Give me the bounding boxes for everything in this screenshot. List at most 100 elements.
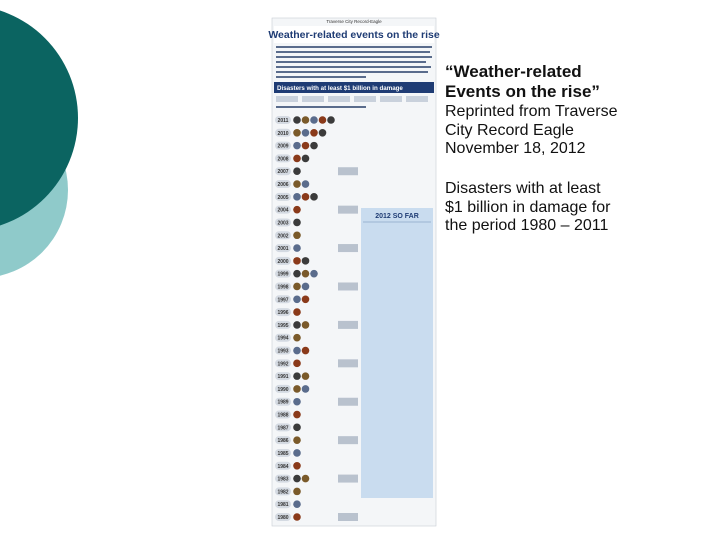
- year-pill: [275, 320, 291, 329]
- event-icon: [293, 295, 301, 304]
- annotation-lines: [338, 513, 358, 521]
- year-pill: [275, 180, 291, 189]
- year-label: 1990: [277, 387, 288, 393]
- event-icon: [293, 218, 301, 227]
- title-band: [274, 26, 434, 43]
- year-pill: [275, 269, 291, 278]
- year-label: 1985: [277, 451, 288, 457]
- year-label: 1991: [277, 374, 288, 380]
- infographic: Traverse City Record-Eagle Weather-relat…: [268, 17, 440, 527]
- annotation-lines: [338, 167, 358, 176]
- annotation-lines: [338, 205, 358, 214]
- event-icon: [301, 193, 310, 201]
- year-label: 2011: [278, 118, 289, 124]
- event-icon: [293, 282, 301, 291]
- event-icon: [310, 141, 318, 150]
- year-label: 2001: [277, 246, 288, 252]
- annotation-lines: [338, 320, 358, 329]
- infographic-subtitle: Disasters with at least $1 billion in da…: [277, 85, 403, 92]
- year-label: 2000: [277, 259, 288, 265]
- event-icon: [293, 359, 301, 368]
- annotation-lines: [338, 474, 358, 483]
- annotation-lines: [338, 436, 358, 445]
- event-icon: [310, 269, 318, 278]
- event-icon: [293, 141, 301, 150]
- annotation-lines: [338, 397, 358, 406]
- year-pill: [275, 423, 291, 432]
- year-pill: [275, 384, 291, 393]
- event-icon: [293, 116, 301, 124]
- year-label: 1992: [277, 361, 288, 367]
- year-pill: [275, 218, 291, 227]
- intro-lines: [276, 46, 432, 78]
- event-icon: [293, 154, 301, 163]
- event-icon: [293, 436, 301, 444]
- year-label: 1995: [277, 323, 288, 329]
- year-label: 1996: [277, 310, 288, 316]
- year-pill: [275, 372, 291, 381]
- year-label: 1986: [277, 438, 288, 444]
- year-label: 2007: [277, 169, 288, 175]
- event-icon: [293, 231, 301, 240]
- year-label: 1988: [277, 413, 288, 419]
- source-line: Reprinted from Traverse: [445, 103, 618, 120]
- infographic-title: Weather-related events on the rise: [268, 29, 440, 41]
- year-pill: [275, 346, 291, 355]
- year-pill: [275, 333, 291, 342]
- event-icon: [301, 474, 310, 483]
- event-icon: [293, 410, 301, 419]
- year-label: 2006: [277, 182, 288, 188]
- annotation-lines: [338, 282, 358, 291]
- event-icon: [293, 487, 301, 496]
- year-pill: [275, 410, 291, 419]
- year-pill: [275, 282, 291, 291]
- year-pill: [275, 231, 291, 240]
- year-label: 2010: [277, 131, 288, 137]
- year-pill: [275, 513, 291, 521]
- event-icon: [327, 116, 335, 124]
- year-pill: [275, 244, 291, 253]
- event-icon: [293, 333, 301, 342]
- year-label: 1999: [277, 272, 288, 278]
- event-icon: [293, 244, 301, 252]
- year-pill: [275, 436, 291, 445]
- event-icon: [293, 167, 301, 176]
- year-label: 1987: [277, 425, 288, 431]
- event-icon: [293, 269, 301, 278]
- title-line: Events on the rise”: [445, 82, 600, 101]
- event-icon: [301, 372, 310, 380]
- year-label: 2005: [277, 195, 288, 201]
- event-icon: [301, 321, 310, 329]
- year-label: 1993: [277, 349, 288, 355]
- event-icon: [301, 385, 310, 393]
- event-icon: [293, 397, 301, 406]
- event-icon: [293, 423, 301, 432]
- source-line: City Record Eagle: [445, 121, 574, 139]
- event-icon: [293, 321, 301, 329]
- year-pill: [275, 128, 291, 137]
- event-icon: [293, 129, 301, 137]
- year-pill: [275, 474, 291, 483]
- event-icon: [293, 205, 301, 214]
- infographic-credit: Traverse City Record-Eagle: [326, 19, 382, 24]
- year-label: 2009: [277, 144, 288, 150]
- so-far-panel: [361, 208, 433, 498]
- year-rows: 2011 2010 2009 2008 2007 2006 2005 2004 2003 2002…: [275, 116, 358, 521]
- subtitle-band: [274, 82, 434, 93]
- annotation-lines: [338, 244, 358, 253]
- event-icon: [301, 346, 310, 355]
- event-icon: [293, 346, 301, 355]
- event-icon: [293, 449, 301, 457]
- event-icon: [301, 129, 310, 137]
- year-label: 1994: [277, 336, 288, 342]
- year-pill: [275, 308, 291, 317]
- annotation-lines: [338, 359, 358, 368]
- year-label: 1984: [277, 464, 288, 470]
- title-line: “Weather-related: [445, 62, 582, 81]
- event-icon: [293, 193, 301, 201]
- event-icon: [293, 180, 301, 188]
- year-label: 1980: [277, 515, 288, 521]
- source-line: November 18, 2012: [445, 140, 586, 157]
- year-label: 2004: [277, 208, 288, 214]
